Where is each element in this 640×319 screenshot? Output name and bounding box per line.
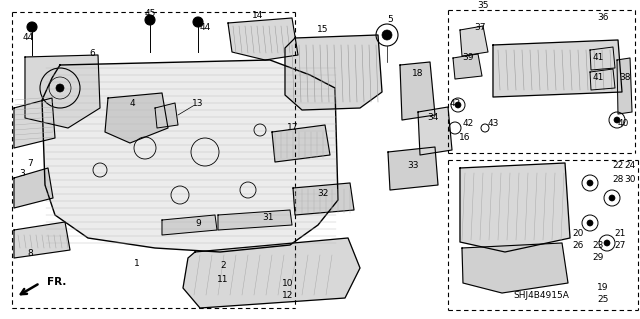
Polygon shape [285,35,382,110]
Circle shape [587,220,593,226]
Polygon shape [14,168,53,208]
Text: 44: 44 [22,33,34,42]
Text: 40: 40 [618,118,628,128]
Text: 26: 26 [572,241,584,250]
Polygon shape [590,69,615,90]
Circle shape [145,15,155,25]
Polygon shape [617,58,632,114]
Text: 29: 29 [592,254,604,263]
Polygon shape [25,55,100,128]
Polygon shape [590,47,615,70]
Text: 28: 28 [612,175,624,184]
Text: 11: 11 [217,276,228,285]
Text: 21: 21 [614,228,626,238]
Polygon shape [162,215,217,235]
Text: 38: 38 [620,73,631,83]
Circle shape [614,117,620,123]
Polygon shape [14,98,55,148]
Text: 8: 8 [27,249,33,257]
Text: 6: 6 [89,48,95,57]
Text: 2: 2 [220,262,226,271]
Text: 33: 33 [407,161,419,170]
Text: 41: 41 [592,73,604,83]
Circle shape [193,17,203,27]
Text: 42: 42 [449,99,461,108]
Polygon shape [400,62,435,120]
Text: 39: 39 [462,54,474,63]
Polygon shape [453,54,482,79]
Text: 36: 36 [597,13,609,23]
Circle shape [56,84,64,92]
Text: 30: 30 [624,175,636,184]
Text: 16: 16 [460,133,471,143]
Text: 34: 34 [428,114,438,122]
Text: 20: 20 [572,228,584,238]
Circle shape [27,22,37,32]
Text: 3: 3 [19,168,25,177]
Text: 27: 27 [614,241,626,250]
Polygon shape [218,210,292,230]
Circle shape [382,30,392,40]
Text: 32: 32 [317,189,329,197]
Text: 23: 23 [592,241,604,250]
Circle shape [587,180,593,186]
Text: FR.: FR. [47,277,67,287]
Text: 31: 31 [262,213,274,222]
Text: 1: 1 [134,258,140,268]
Text: 37: 37 [474,24,486,33]
Polygon shape [228,18,298,60]
Polygon shape [14,222,70,258]
Text: 15: 15 [317,26,329,34]
Polygon shape [388,147,438,190]
Text: 9: 9 [195,219,201,227]
Text: 4: 4 [129,99,135,108]
Text: 35: 35 [477,2,489,11]
Circle shape [609,195,615,201]
Polygon shape [293,183,354,215]
Polygon shape [105,93,168,143]
Text: 41: 41 [592,54,604,63]
Text: 14: 14 [252,11,264,20]
Polygon shape [183,238,360,308]
Text: 17: 17 [287,123,299,132]
Text: 10: 10 [282,278,294,287]
Polygon shape [272,125,330,162]
Polygon shape [418,107,452,155]
Text: 5: 5 [387,16,393,25]
Circle shape [604,240,610,246]
Text: 45: 45 [144,9,156,18]
Polygon shape [155,103,178,128]
Text: 42: 42 [462,118,474,128]
Polygon shape [460,26,488,56]
Text: 43: 43 [487,118,499,128]
Text: 22: 22 [612,161,623,170]
Text: 19: 19 [597,284,609,293]
Polygon shape [493,40,622,97]
Text: 44: 44 [200,24,211,33]
Text: 12: 12 [282,291,294,300]
Text: SHJ4B4915A: SHJ4B4915A [513,292,569,300]
Text: 24: 24 [625,161,636,170]
Text: 18: 18 [412,69,424,78]
Polygon shape [462,243,568,293]
Text: 7: 7 [27,159,33,167]
Circle shape [455,102,461,108]
Text: 13: 13 [192,99,204,108]
Polygon shape [42,60,338,252]
Text: 25: 25 [597,295,609,305]
Polygon shape [460,163,570,252]
